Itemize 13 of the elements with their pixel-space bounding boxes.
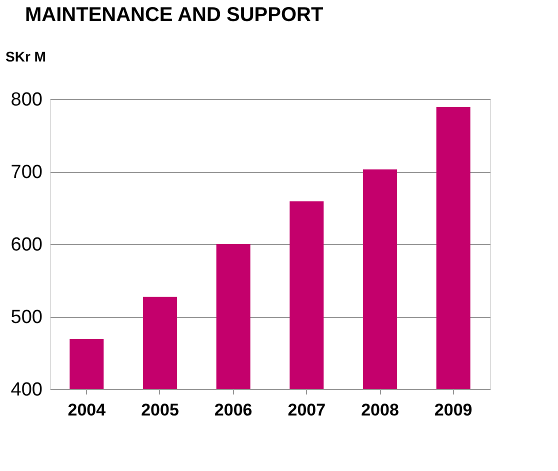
y-axis-title: SKr M (6, 48, 46, 64)
y-tick-label: 800 (10, 90, 42, 110)
x-tick-label: 2006 (214, 400, 252, 420)
x-tick-label: 2007 (288, 400, 326, 420)
x-tick-label: 2009 (434, 400, 472, 420)
y-tick-label: 500 (10, 307, 42, 328)
x-tick-label: 2008 (361, 400, 399, 420)
y-tick-label: 700 (10, 162, 42, 183)
y-tick-label: 400 (10, 380, 42, 400)
x-tick-label: 2004 (68, 400, 106, 420)
y-tick-label: 600 (10, 234, 42, 256)
chart-title: MAINTENANCE AND SUPPORT (25, 4, 324, 26)
x-tick-label: 2005 (141, 400, 179, 420)
